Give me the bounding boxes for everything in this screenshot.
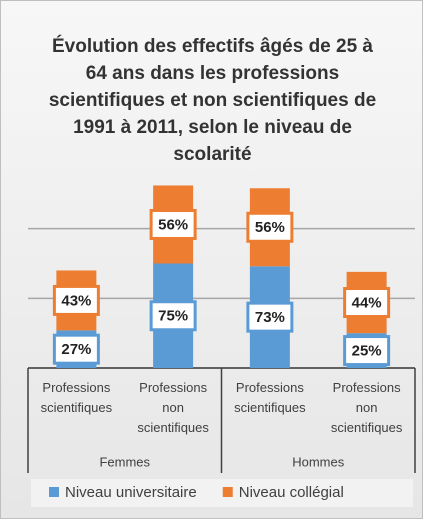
value-label-box xyxy=(343,335,391,367)
x-tick-label: Professions scientifiques xyxy=(234,380,306,415)
value-label: 43% xyxy=(61,292,91,309)
value-label: 44% xyxy=(352,294,382,311)
value-label: 27% xyxy=(61,341,91,358)
value-label-box xyxy=(246,211,294,243)
legend-swatch xyxy=(49,487,59,497)
value-label-box xyxy=(343,287,391,319)
value-label: 75% xyxy=(158,308,188,325)
group-label: Femmes xyxy=(99,454,150,469)
value-label: 56% xyxy=(158,216,188,233)
value-label-box xyxy=(149,208,197,240)
value-label: 56% xyxy=(255,219,285,236)
value-label: 73% xyxy=(255,309,285,326)
value-label-box xyxy=(52,284,100,316)
group-label: Hommes xyxy=(292,454,345,469)
legend-box xyxy=(31,479,413,507)
value-label-box xyxy=(52,333,100,365)
legend-label: Niveau collégial xyxy=(239,484,344,501)
x-tick-label: Professions non scientifiques xyxy=(331,380,403,435)
value-label: 25% xyxy=(352,343,382,360)
value-label-box xyxy=(246,301,294,333)
x-tick-label: Professions non scientifiques xyxy=(137,380,209,435)
x-tick-label: Professions scientifiques xyxy=(41,380,113,415)
legend-swatch xyxy=(222,487,233,497)
value-label-box xyxy=(149,300,197,332)
legend-label: Niveau universitaire xyxy=(65,484,197,501)
chart-title: Évolution des effectifs âgés de 25 à 64 … xyxy=(48,36,377,165)
